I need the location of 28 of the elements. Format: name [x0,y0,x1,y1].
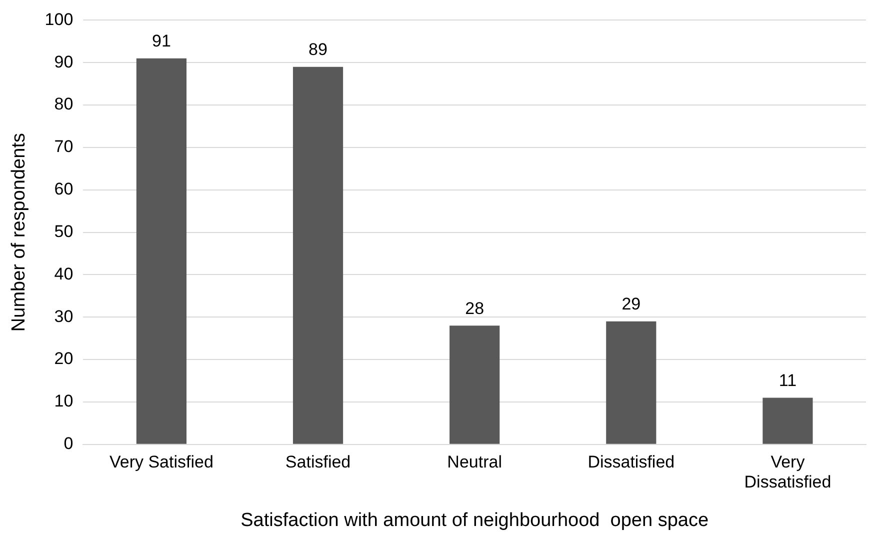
y-tick-label: 60 [54,180,74,199]
x-tick-label: Satisfied [285,452,351,472]
x-axis-title: Satisfaction with amount of neighbourhood open space [240,510,709,531]
y-tick-label: 0 [64,434,74,454]
x-tick-label: Very Satisfied [109,452,214,472]
x-tick-label: Neutral [447,452,502,472]
y-tick-label: 10 [54,392,74,411]
y-tick-label: 20 [54,349,74,368]
y-tick-label: 40 [54,264,74,284]
x-tick-label: Very Dissatisfied [744,452,832,492]
y-tick-label: 100 [44,10,74,29]
data-label: 91 [152,32,171,51]
x-tick-label: Dissatisfied [588,452,675,472]
bar [606,321,656,444]
y-tick-label: 50 [54,222,74,241]
data-label: 11 [778,370,797,390]
data-label: 28 [465,298,484,318]
bar [450,326,500,444]
y-tick-label: 80 [54,94,74,114]
y-tick-label: 90 [54,52,74,72]
y-tick-label: 30 [54,306,74,326]
y-tick-label: 70 [54,137,74,156]
data-label: 29 [622,294,641,314]
bar [762,398,813,444]
bar [292,66,344,444]
y-axis-title: Number of respondents [8,133,30,332]
bar [136,58,186,444]
data-label: 89 [308,40,328,60]
